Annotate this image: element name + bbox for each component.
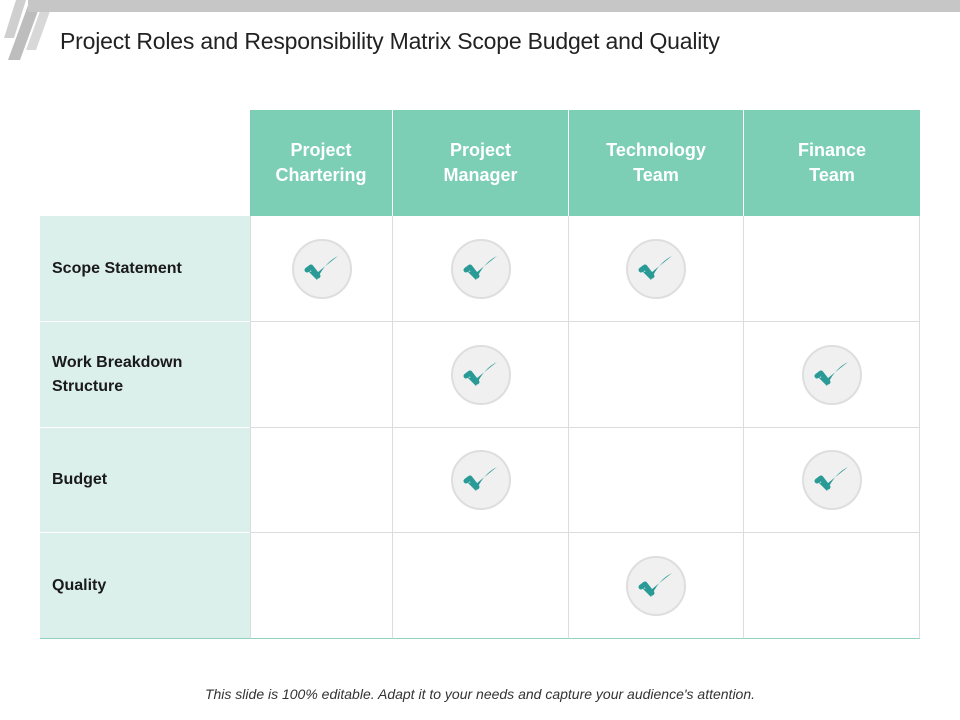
column-header-line2: Manager (443, 165, 518, 185)
column-header-line2: Team (809, 165, 855, 185)
checkmark-icon (626, 555, 686, 616)
decorative-stripes (4, 0, 54, 60)
column-header-technology-team: Technology Team (569, 110, 744, 216)
row-label-quality: Quality (40, 533, 250, 639)
column-header-line1: Project (290, 140, 352, 160)
column-header-line1: Project (449, 140, 512, 160)
row-label-work-breakdown-structure: Work Breakdown Structure (40, 322, 250, 428)
footer-note: This slide is 100% editable. Adapt it to… (204, 686, 756, 702)
checkmark-icon (450, 238, 511, 299)
matrix-cell (250, 216, 393, 322)
matrix-cell (393, 428, 569, 533)
row-label-line1: Scope Statement (52, 259, 182, 277)
matrix-cell (569, 322, 744, 428)
checkmark-icon (801, 450, 862, 510)
checkmark-icon (450, 450, 511, 510)
page-title: Project Roles and Responsibility Matrix … (60, 28, 720, 54)
matrix-cell (744, 428, 920, 533)
matrix-cell (250, 533, 393, 639)
column-header-line1: Technology (606, 140, 706, 160)
row-label-line1: Work Breakdown (52, 353, 183, 371)
row-label-line1: Budget (52, 471, 108, 488)
row-label-budget: Budget (40, 428, 250, 533)
column-header-line1: Finance (797, 140, 867, 160)
matrix-cell (744, 322, 920, 428)
row-label-scope-statement: Scope Statement (40, 216, 250, 322)
checkmark-icon (291, 238, 352, 299)
matrix-cell (250, 322, 393, 428)
matrix-cell (569, 428, 744, 533)
matrix-cell (744, 533, 920, 639)
matrix-cell (393, 322, 569, 428)
matrix-cell (393, 533, 569, 639)
matrix-cell (744, 216, 920, 322)
row-label-line1: Quality (52, 576, 107, 594)
matrix-cell (569, 216, 744, 322)
top-accent-bar (28, 0, 960, 12)
matrix-cell (569, 533, 744, 639)
checkmark-icon (626, 238, 686, 299)
column-header-project-chartering: Project Chartering (250, 110, 393, 216)
column-header-project-manager: Project Manager (393, 110, 569, 216)
row-label-line2: Structure (52, 377, 124, 395)
matrix-cell (250, 428, 393, 533)
matrix-cell (393, 216, 569, 322)
checkmark-icon (450, 344, 511, 405)
checkmark-icon (801, 344, 862, 405)
column-header-line2: Chartering (275, 165, 367, 185)
responsibility-matrix: Project Chartering Project Manager Technol… (40, 110, 920, 640)
column-header-finance-team: Finance Team (744, 110, 920, 216)
column-header-line2: Team (633, 165, 679, 185)
